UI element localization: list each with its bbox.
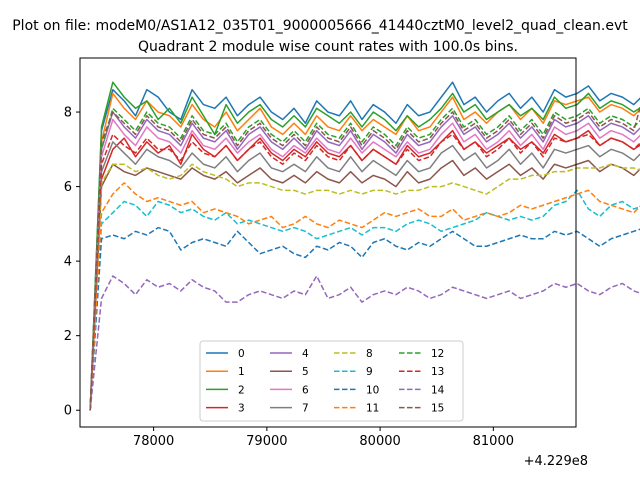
legend-label-5: 5 [302, 366, 309, 378]
series-line-13 [89, 133, 640, 411]
legend-label-12: 12 [431, 348, 444, 360]
series-line-2 [89, 81, 640, 411]
x-axis: 78000 79000 80000 81000 [133, 427, 514, 449]
y-tick-label: 0 [64, 404, 72, 419]
series-line-9 [89, 189, 640, 411]
x-tick-label: 80000 [359, 434, 400, 449]
legend-label-14: 14 [431, 384, 445, 396]
x-tick-label: 78000 [133, 434, 174, 449]
legend-label-3: 3 [238, 403, 245, 415]
plot-area: 78000 79000 80000 81000 0 2 4 6 8 [64, 57, 640, 449]
series-line-6 [89, 118, 640, 411]
axes-frame [79, 57, 577, 428]
series-line-11 [89, 182, 640, 411]
series-line-12 [89, 107, 640, 411]
legend-label-7: 7 [302, 403, 309, 415]
y-tick-label: 8 [64, 106, 72, 121]
legend-label-13: 13 [431, 366, 444, 378]
x-tick-label: 81000 [473, 434, 514, 449]
figure-suptitle: Plot on file: modeM0/AS1A12_035T01_90000… [12, 18, 628, 34]
legend-frame [199, 340, 464, 422]
series-layer [89, 81, 640, 411]
chart-title: Quadrant 2 module wise count rates with … [138, 39, 518, 55]
x-tick-label: 79000 [246, 434, 287, 449]
legend-label-0: 0 [238, 348, 245, 360]
legend-label-10: 10 [366, 384, 379, 396]
series-line-14 [89, 275, 640, 411]
series-line-10 [89, 226, 640, 411]
legend-label-8: 8 [366, 348, 373, 360]
series-line-5 [89, 159, 640, 411]
series-line-0 [89, 81, 640, 411]
x-axis-offset-text: +4.229e8 [524, 454, 588, 469]
y-axis: 0 2 4 6 8 [64, 106, 80, 419]
legend-label-1: 1 [238, 366, 245, 378]
legend-label-9: 9 [366, 366, 373, 378]
legend-label-6: 6 [302, 384, 309, 396]
legend-label-4: 4 [302, 348, 309, 360]
series-line-8 [89, 163, 640, 411]
y-tick-label: 4 [64, 255, 72, 270]
series-line-7 [89, 141, 640, 411]
y-tick-label: 6 [64, 180, 72, 195]
legend-label-2: 2 [238, 384, 245, 396]
legend-label-11: 11 [366, 403, 379, 415]
series-line-1 [89, 92, 640, 411]
legend-label-15: 15 [431, 403, 444, 415]
series-line-4 [89, 111, 640, 411]
y-tick-label: 2 [64, 329, 72, 344]
